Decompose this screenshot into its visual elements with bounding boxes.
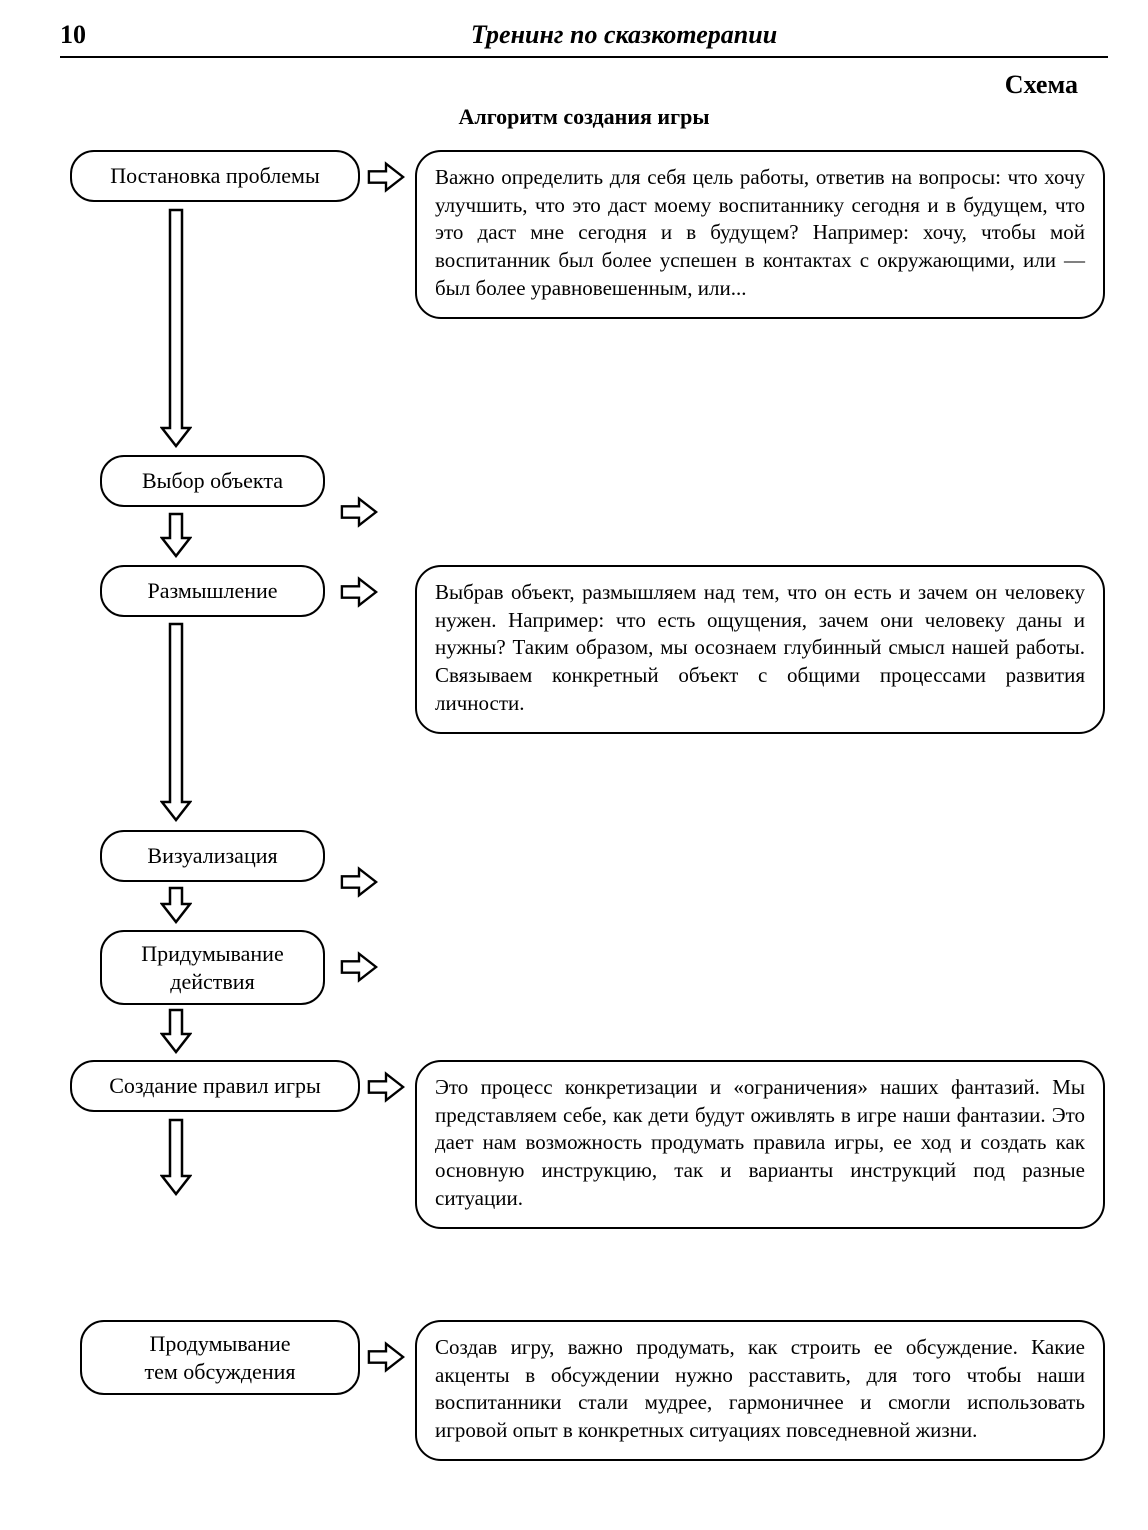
algorithm-title: Алгоритм создания игры — [60, 104, 1108, 130]
arrow-right-icon — [367, 1340, 405, 1374]
flowchart: Постановка проблемы Выбор объекта Размышле… — [60, 150, 1108, 1470]
arrow-right-icon — [340, 575, 378, 609]
step-box-step-3: Размышление — [100, 565, 325, 617]
description-desc-3: Выбрав объект, размышляем над тем, что о… — [415, 565, 1105, 734]
arrow-right-icon — [367, 1070, 405, 1104]
step-box-step-5: Придумывание действия — [100, 930, 325, 1005]
scheme-label: Схема — [60, 70, 1078, 100]
arrow-right-icon — [340, 865, 378, 899]
step-label: Продумывание тем обсуждения — [144, 1330, 295, 1385]
page: 10 Тренинг по сказкотерапии Схема Алгори… — [0, 0, 1148, 1530]
arrow-down-icon — [160, 512, 192, 558]
step-box-step-2: Выбор объекта — [100, 455, 325, 507]
arrow-down-icon — [160, 886, 192, 924]
arrow-down-icon — [160, 208, 192, 448]
arrow-down-icon — [160, 622, 192, 822]
step-label: Создание правил игры — [109, 1072, 321, 1100]
step-box-step-4: Визуализация — [100, 830, 325, 882]
page-header: 10 Тренинг по сказкотерапии — [60, 20, 1108, 58]
arrow-right-icon — [340, 950, 378, 984]
step-box-step-6: Создание правил игры — [70, 1060, 360, 1112]
description-desc-7: Создав игру, важно продумать, как строит… — [415, 1320, 1105, 1461]
arrow-right-icon — [367, 160, 405, 194]
page-number: 10 — [60, 20, 140, 50]
description-desc-6: Это процесс конкретизации и «ограничения… — [415, 1060, 1105, 1229]
step-box-step-7: Продумывание тем обсуждения — [80, 1320, 360, 1395]
step-label: Визуализация — [147, 842, 277, 870]
step-label: Выбор объекта — [142, 467, 283, 495]
arrow-down-icon — [160, 1008, 192, 1054]
step-label: Постановка проблемы — [110, 162, 320, 190]
step-label: Придумывание действия — [141, 940, 283, 995]
step-label: Размышление — [147, 577, 277, 605]
arrow-right-icon — [340, 495, 378, 529]
description-desc-1: Важно определить для себя цель работы, о… — [415, 150, 1105, 319]
step-box-step-1: Постановка проблемы — [70, 150, 360, 202]
arrow-down-icon — [160, 1118, 192, 1196]
page-title: Тренинг по сказкотерапии — [140, 20, 1108, 50]
